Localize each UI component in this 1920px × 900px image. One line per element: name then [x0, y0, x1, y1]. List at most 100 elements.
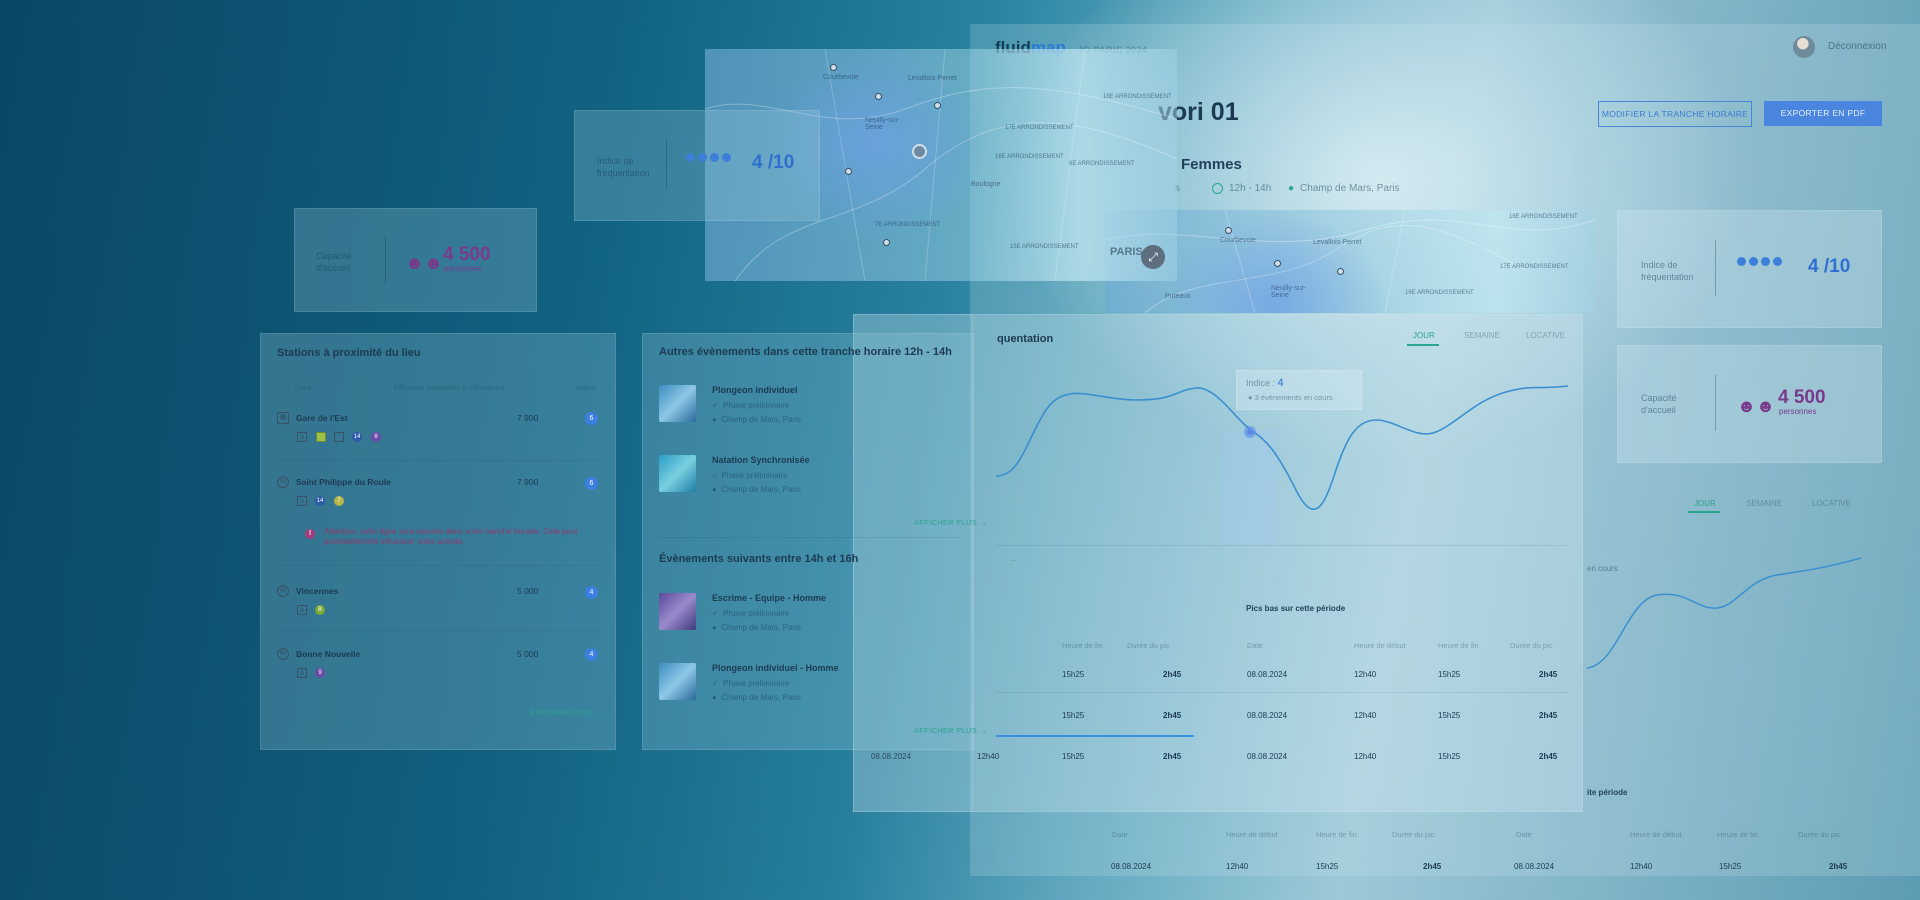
cell: 12h40: [977, 752, 1000, 761]
cell: 15h25: [1719, 862, 1742, 871]
event-title[interactable]: Plongeon individuel: [712, 385, 798, 395]
event-thumbnail[interactable]: [659, 593, 696, 630]
expand-map-icon[interactable]: ⤢: [1141, 245, 1165, 269]
map-district: 17E ARRONDISSEMENT: [1005, 125, 1074, 131]
map-district: 17E ARRONDISSEMENT: [1500, 264, 1569, 270]
event-thumbnail[interactable]: [659, 663, 696, 700]
row-sep: [277, 630, 599, 631]
event-thumbnail[interactable]: [659, 455, 696, 492]
cell: 12h40: [1226, 862, 1249, 871]
events-other-more-link[interactable]: AFFICHER PLUS →: [914, 518, 988, 527]
event-phase: ✓ Phase préliminaire: [712, 401, 790, 410]
line-chip: A: [297, 496, 307, 506]
metro-icon: M: [277, 648, 289, 660]
capacity-unit: personnes: [1779, 407, 1817, 416]
main-line-chart: [996, 385, 1568, 510]
station-name[interactable]: Saint Philippe du Roule: [296, 477, 391, 487]
cell: 15h25: [1438, 711, 1461, 720]
event-thumbnail[interactable]: [659, 385, 696, 422]
station-name[interactable]: Gare de l'Est: [296, 413, 348, 423]
map-pin-selected[interactable]: [912, 144, 927, 159]
map-pin[interactable]: [934, 102, 941, 109]
cell: 2h45: [1829, 862, 1848, 871]
freq-label: Indice de fréquentation: [1641, 260, 1694, 282]
map-pin[interactable]: [1274, 260, 1281, 267]
event-place: ● Champ de Mars, Paris: [712, 693, 801, 702]
second-section-title: ite période: [1587, 788, 1628, 797]
event-title[interactable]: Escrime - Equipe - Homme: [712, 593, 827, 603]
col-end: Heure de fin: [1438, 641, 1479, 650]
event-phase: ○ Phase préliminaire: [712, 471, 788, 480]
capacity-value: 4 500: [443, 244, 491, 265]
map-pin[interactable]: [1337, 268, 1344, 275]
pin-icon: ●: [1288, 183, 1295, 194]
station-index-badge: 6: [585, 477, 598, 490]
freq-dots: [1737, 257, 1785, 266]
stations-more-link[interactable]: AFFICHER PLUS →: [530, 708, 604, 717]
station-affluence: 7 900: [517, 413, 539, 423]
events-next-more-link[interactable]: AFFICHER PLUS →: [914, 726, 988, 735]
line-chip: 9: [315, 668, 325, 678]
station-affluence: 7 900: [517, 477, 539, 487]
map-right[interactable]: Courbevoie Levallois-Perret Neuilly-sur-…: [1105, 210, 1595, 313]
divider: [666, 138, 667, 190]
cell: 12h40: [1354, 670, 1377, 679]
people-icon: ☻☻: [405, 253, 443, 273]
freq-dots: [686, 153, 734, 162]
station-name[interactable]: Vincennes: [296, 586, 339, 596]
avatar[interactable]: [1793, 36, 1815, 58]
map-city: Levallois-Perret: [908, 75, 957, 82]
warning-icon: !: [305, 529, 315, 539]
map-pin[interactable]: [830, 64, 837, 71]
station-name[interactable]: Bonne Nouvelle: [296, 649, 361, 659]
map-top[interactable]: Courbevoie Levallois-Perret Neuilly-sur-…: [705, 49, 1177, 281]
line-chip: B: [315, 605, 325, 615]
line-chip: [316, 432, 326, 442]
cell: 2h45: [1539, 670, 1558, 679]
export-pdf-button[interactable]: EXPORTER EN PDF: [1764, 101, 1882, 126]
col-duration-bottom: Durée du pic: [1392, 830, 1435, 839]
map-pin[interactable]: [845, 168, 852, 175]
capacity-card: [294, 208, 537, 312]
map-city: Puteaux: [1165, 293, 1191, 300]
tab-locative[interactable]: LOCATIVE: [1526, 331, 1565, 340]
chart-baseline: [996, 545, 1568, 546]
freq-card: [574, 110, 820, 221]
cell: 2h45: [1163, 752, 1182, 761]
scroll-progress[interactable]: [996, 735, 1194, 737]
line-chip: [334, 432, 344, 442]
cell: 12h40: [1354, 711, 1377, 720]
tab-underline: [1407, 344, 1439, 346]
selection-band: [1222, 430, 1278, 544]
events-card-extension: [853, 314, 973, 812]
tab-locative-right[interactable]: LOCATIVE: [1812, 499, 1851, 508]
logout-link[interactable]: Déconnexion: [1828, 41, 1887, 52]
events-other-title: Autres évènements dans cette tranche hor…: [659, 346, 952, 358]
tab-semaine[interactable]: SEMAINE: [1464, 331, 1501, 340]
map-top-roads: [705, 49, 1177, 281]
map-pin[interactable]: [875, 93, 882, 100]
tooltip-events: ● 3 évènements en cours: [1248, 393, 1333, 402]
tab-jour[interactable]: JOUR: [1413, 331, 1435, 340]
cell: 12h40: [1354, 752, 1377, 761]
map-district: 15E ARRONDISSEMENT: [1010, 244, 1079, 250]
divider: [1715, 375, 1716, 431]
cell: 2h45: [1539, 711, 1558, 720]
col-start: Heure de début: [1354, 641, 1406, 650]
map-pin[interactable]: [883, 239, 890, 246]
tab-semaine-right[interactable]: SEMAINE: [1746, 499, 1783, 508]
capacity-card-right: [1617, 345, 1882, 463]
event-title[interactable]: Plongeon individuel - Homme: [712, 663, 839, 673]
map-pin[interactable]: [1225, 227, 1232, 234]
tab-jour-right[interactable]: JOUR: [1694, 499, 1716, 508]
meta-place: ● Champ de Mars, Paris: [1288, 183, 1400, 194]
map-city: Courbevoie: [823, 74, 859, 81]
col-start-bottom: Heure de début: [1226, 830, 1278, 839]
event-title[interactable]: Natation Synchronisée: [712, 455, 810, 465]
map-city: Neuilly-sur-Seine: [865, 117, 901, 131]
line-chip: A: [297, 668, 307, 678]
right-line-chart: [1587, 557, 1861, 669]
map-city: Neuilly-sur-Seine: [1271, 285, 1307, 299]
train-icon: ▦: [277, 412, 289, 424]
modify-timeslot-button[interactable]: MODIFIER LA TRANCHE HORAIRE: [1598, 101, 1752, 127]
